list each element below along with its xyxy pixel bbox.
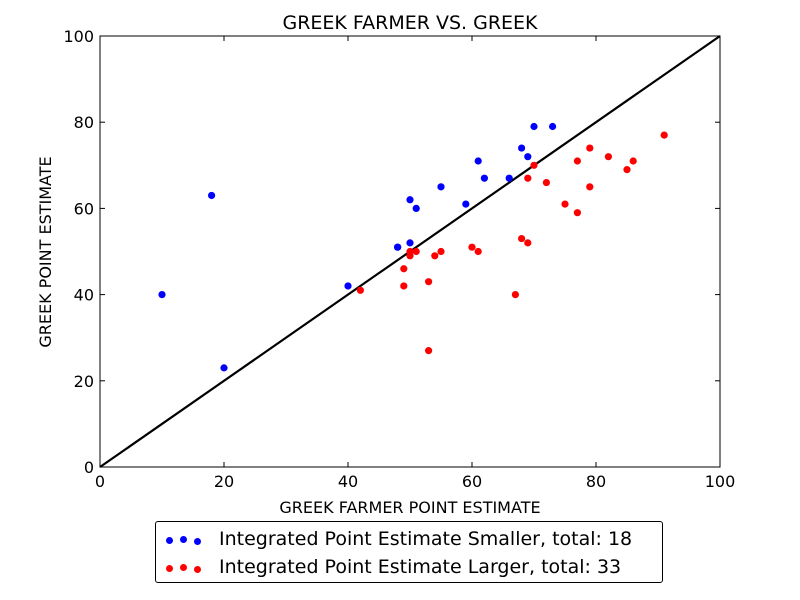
- data-point: [505, 174, 513, 182]
- data-point: [549, 122, 557, 131]
- legend-entry-smaller: Integrated Point Estimate Smaller, total…: [156, 526, 662, 554]
- legend: Integrated Point Estimate Smaller, total…: [155, 521, 663, 583]
- data-point: [573, 209, 582, 217]
- data-point: [530, 161, 538, 169]
- x-tick-label: 60: [462, 472, 482, 491]
- series-0: [158, 122, 557, 372]
- data-point: [344, 282, 352, 290]
- data-point: [356, 286, 364, 294]
- data-point: [412, 204, 420, 212]
- x-tick-label: 20: [214, 472, 234, 491]
- data-point: [660, 131, 668, 139]
- y-tick-label: 100: [63, 27, 94, 46]
- data-point: [437, 247, 445, 256]
- data-point: [561, 200, 569, 208]
- y-tick-label: 60: [74, 199, 94, 218]
- x-axis-title: GREEK FARMER POINT ESTIMATE: [279, 498, 540, 517]
- x-tick-label: 80: [586, 472, 606, 491]
- x-tick-label: 40: [338, 472, 358, 491]
- legend-label-smaller: Integrated Point Estimate Smaller, total…: [219, 528, 633, 550]
- data-point: [220, 364, 228, 372]
- legend-dot: [194, 538, 201, 545]
- legend-entry-larger: Integrated Point Estimate Larger, total:…: [156, 554, 662, 582]
- data-point: [394, 243, 402, 251]
- legend-dot: [166, 565, 173, 572]
- data-point: [474, 247, 482, 256]
- data-point: [425, 278, 433, 286]
- legend-label-larger: Integrated Point Estimate Larger, total:…: [219, 556, 622, 578]
- data-point: [524, 153, 532, 161]
- data-point: [437, 183, 445, 191]
- legend-dot: [180, 564, 187, 571]
- data-point: [524, 174, 532, 182]
- y-tick-label: 0: [84, 458, 94, 477]
- chart-title: GREEK FARMER VS. GREEK: [283, 12, 539, 34]
- data-point: [406, 196, 414, 204]
- plot-frame: [99, 35, 721, 468]
- data-point: [412, 247, 420, 256]
- data-point: [524, 239, 532, 247]
- data-point: [518, 144, 526, 152]
- y-axis-title: GREEK POINT ESTIMATE: [36, 156, 55, 347]
- data-point: [586, 144, 594, 152]
- y-tick-label: 20: [74, 372, 94, 391]
- x-tick-label: 100: [705, 472, 736, 491]
- y-tick-label: 40: [74, 286, 94, 305]
- data-point: [474, 157, 482, 165]
- data-point: [604, 153, 613, 161]
- series-1: [356, 131, 668, 355]
- legend-marker-smaller: [164, 532, 204, 548]
- data-point: [586, 183, 594, 191]
- data-point: [406, 239, 414, 247]
- data-point: [530, 122, 538, 131]
- data-point: [400, 282, 408, 290]
- axis-ticks: 0 20 40 60 80 100 0 20 40 60 80 100: [63, 27, 735, 491]
- data-point: [629, 157, 637, 165]
- data-point: [462, 200, 470, 208]
- data-point: [400, 265, 408, 273]
- x-tick-label: 0: [95, 472, 105, 491]
- legend-marker-larger: [164, 560, 204, 576]
- y-tick-label: 80: [74, 113, 94, 132]
- data-point: [468, 243, 476, 251]
- legend-dot: [180, 536, 187, 543]
- data-point: [406, 247, 414, 256]
- data-point: [431, 252, 439, 260]
- data-point: [511, 291, 519, 299]
- data-point: [425, 347, 433, 355]
- data-point: [208, 191, 216, 200]
- plot-area: [99, 35, 721, 468]
- data-point: [518, 234, 526, 243]
- data-point: [542, 178, 551, 187]
- legend-dot: [194, 566, 201, 573]
- data-point: [573, 157, 582, 165]
- data-point: [480, 174, 488, 182]
- data-point: [158, 291, 166, 299]
- legend-dot: [166, 537, 173, 544]
- data-point: [623, 166, 631, 174]
